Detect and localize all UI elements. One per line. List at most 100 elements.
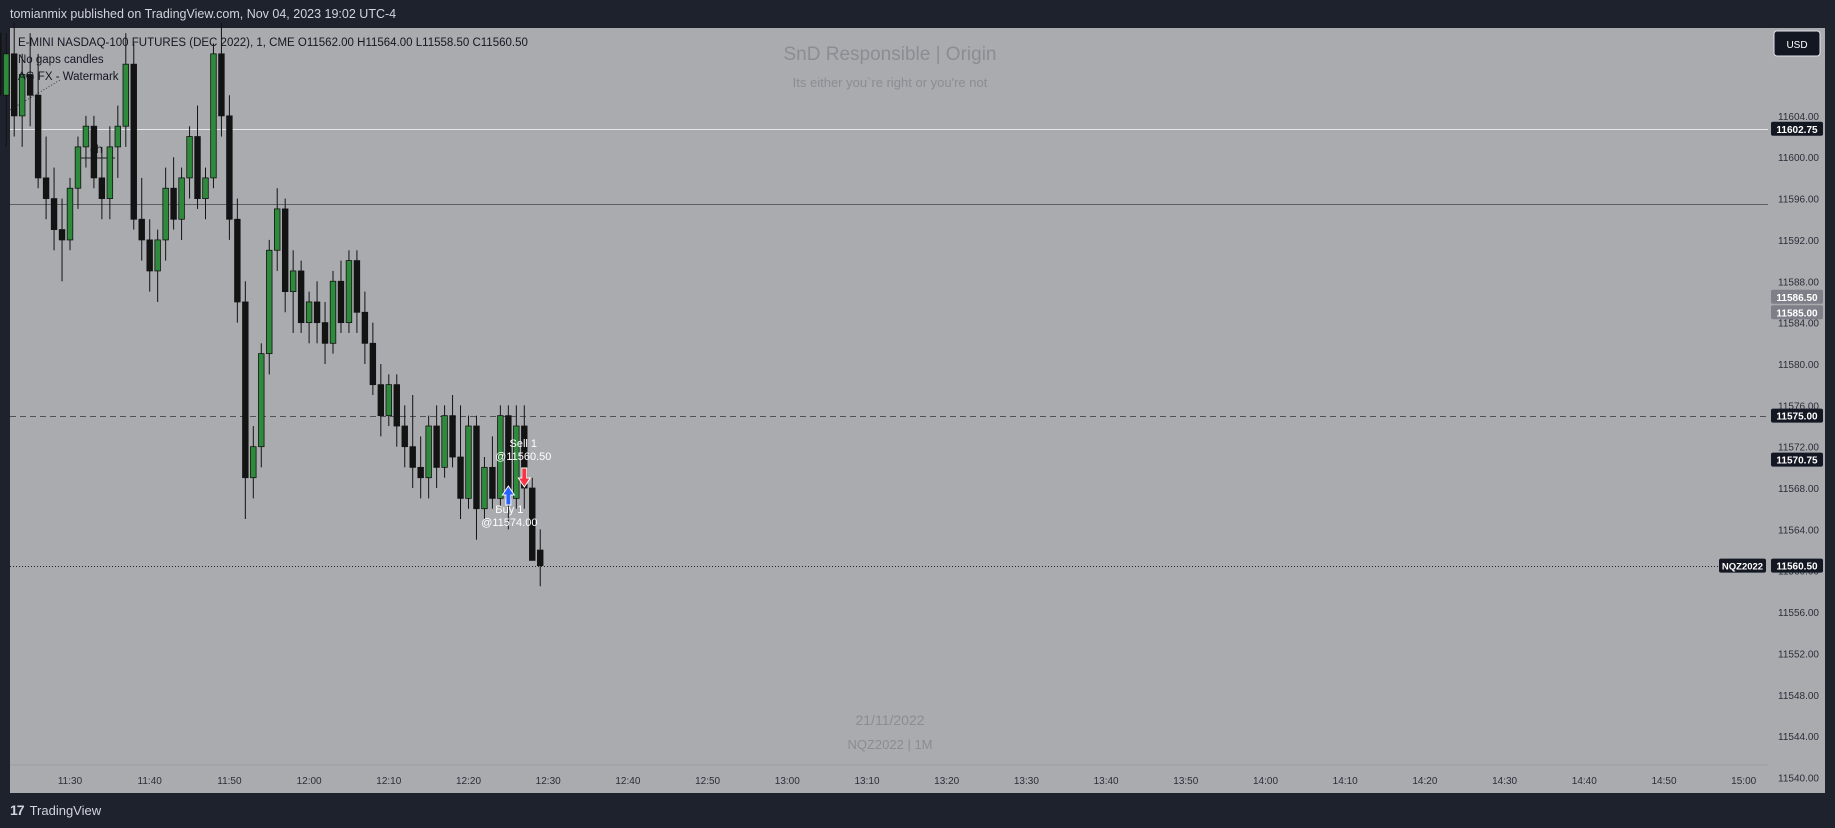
candle-body-68 (537, 549, 544, 566)
candle-body-19 (146, 239, 153, 272)
currency-button[interactable] (1773, 30, 1821, 57)
y-tick-9: 11576.00 (1778, 401, 1819, 412)
x-tick-10: 13:10 (854, 776, 879, 787)
x-tick-4: 12:10 (376, 776, 401, 787)
candle-body-52 (409, 446, 416, 468)
candle-body-54 (425, 425, 432, 479)
watermark-date: 21/11/2022 (855, 712, 924, 728)
candle-body-28 (218, 53, 225, 117)
candle-body-22 (170, 187, 177, 220)
candle-body-16 (122, 63, 129, 127)
watermark-symbol: NQZ2022 | 1M (847, 737, 932, 752)
candle-body-38 (297, 270, 305, 324)
candle-body-4 (26, 74, 34, 96)
price-label-box-4 (1771, 452, 1823, 467)
buy-price: @11574.00 (481, 517, 537, 529)
price-label-0: 11602.75 (1776, 125, 1818, 136)
candle-body-31 (242, 301, 249, 479)
candle-body-21 (162, 187, 169, 241)
price-label-2: 11585.00 (1776, 308, 1818, 319)
y-tick-2: 11548.00 (1778, 691, 1819, 702)
indicator-legend-0: No gaps candles (18, 54, 104, 66)
x-tick-11: 13:20 (934, 776, 959, 787)
x-tick-9: 13:00 (775, 776, 800, 787)
brand-label: TradingView (29, 802, 102, 818)
y-tick-6: 11564.00 (1778, 525, 1819, 536)
x-tick-12: 13:30 (1014, 776, 1039, 787)
x-tick-18: 14:30 (1492, 776, 1517, 787)
x-tick-3: 12:00 (297, 776, 322, 787)
candle-body-39 (305, 301, 313, 324)
trend-line (9, 79, 61, 111)
candle-body-62 (489, 466, 496, 499)
symbol-tag-box (1719, 558, 1766, 573)
candle-body-41 (321, 322, 329, 344)
candle-body-45 (353, 260, 361, 313)
candle-body-27 (210, 53, 217, 179)
y-tick-0: 11540.00 (1778, 773, 1819, 784)
candle-body-8 (58, 229, 66, 241)
candle-body-7 (50, 198, 58, 230)
indicator-legend-1: AG FX - Watermark (18, 71, 119, 83)
candle-body-56 (441, 415, 448, 468)
published-text: tomianmix published on TradingView.com, … (10, 7, 397, 21)
candle-body-26 (202, 177, 209, 199)
sell-arrow-icon (517, 467, 532, 488)
y-tick-8: 11572.00 (1778, 443, 1819, 454)
currency-label: USD (1786, 40, 1807, 51)
y-tick-3: 11552.00 (1778, 649, 1819, 660)
candle-body-29 (226, 115, 233, 220)
candle-body-49 (385, 384, 392, 417)
candle-body-37 (289, 270, 297, 293)
x-tick-8: 12:50 (695, 776, 720, 787)
candle-body-65 (513, 425, 520, 499)
y-tick-12: 11588.00 (1778, 277, 1819, 288)
x-tick-15: 14:00 (1253, 776, 1278, 787)
y-tick-15: 11600.00 (1778, 153, 1819, 164)
candle-body-58 (457, 456, 464, 499)
footer-bar: 17 TradingView (0, 793, 1835, 828)
candle-body-55 (433, 425, 440, 468)
buy-label: Buy 1 (495, 504, 523, 516)
candle-body-44 (345, 260, 353, 324)
x-tick-2: 11:50 (217, 776, 242, 787)
x-tick-5: 12:20 (456, 776, 481, 787)
candle-body-67 (529, 487, 536, 561)
y-tick-14: 11596.00 (1778, 195, 1819, 206)
candle-body-17 (130, 63, 137, 220)
candle-body-46 (361, 311, 369, 344)
candle-body-23 (178, 177, 185, 220)
watermark-title: SnD Responsible | Origin (784, 44, 997, 65)
candle-body-59 (465, 425, 472, 499)
price-label-box-3 (1771, 408, 1823, 423)
x-tick-17: 14:20 (1412, 776, 1437, 787)
candle-body-20 (154, 239, 161, 272)
candle-body-3 (18, 74, 26, 117)
candle-body-40 (313, 301, 321, 324)
candle-body-18 (138, 218, 145, 241)
candle-body-42 (329, 280, 337, 344)
y-tick-16: 11604.00 (1778, 112, 1819, 123)
sell-price: @11560.50 (495, 451, 551, 463)
candle-body-15 (114, 125, 122, 148)
candle-body-10 (74, 146, 82, 189)
candle-body-1 (3, 53, 10, 96)
symbol-legend: E-MINI NASDAQ-100 FUTURES (DEC 2022), 1,… (18, 37, 528, 49)
candle-body-48 (377, 384, 385, 417)
x-tick-13: 13:40 (1094, 776, 1119, 787)
candle-body-36 (281, 208, 289, 293)
tradingview-brand[interactable]: 17 TradingView (10, 802, 101, 818)
price-label-4: 11570.75 (1776, 456, 1818, 467)
x-tick-19: 14:40 (1572, 776, 1597, 787)
symbol-tag: NQZ2022 (1722, 562, 1763, 573)
candle-body-6 (42, 177, 50, 199)
y-tick-11: 11584.00 (1778, 319, 1819, 330)
candle-body-61 (481, 466, 488, 510)
candle-body-5 (34, 94, 42, 179)
candle-body-63 (497, 415, 504, 499)
candle-body-60 (473, 425, 480, 510)
x-tick-14: 13:50 (1173, 776, 1198, 787)
candle-body-33 (258, 353, 265, 448)
candle-body-24 (186, 136, 193, 179)
